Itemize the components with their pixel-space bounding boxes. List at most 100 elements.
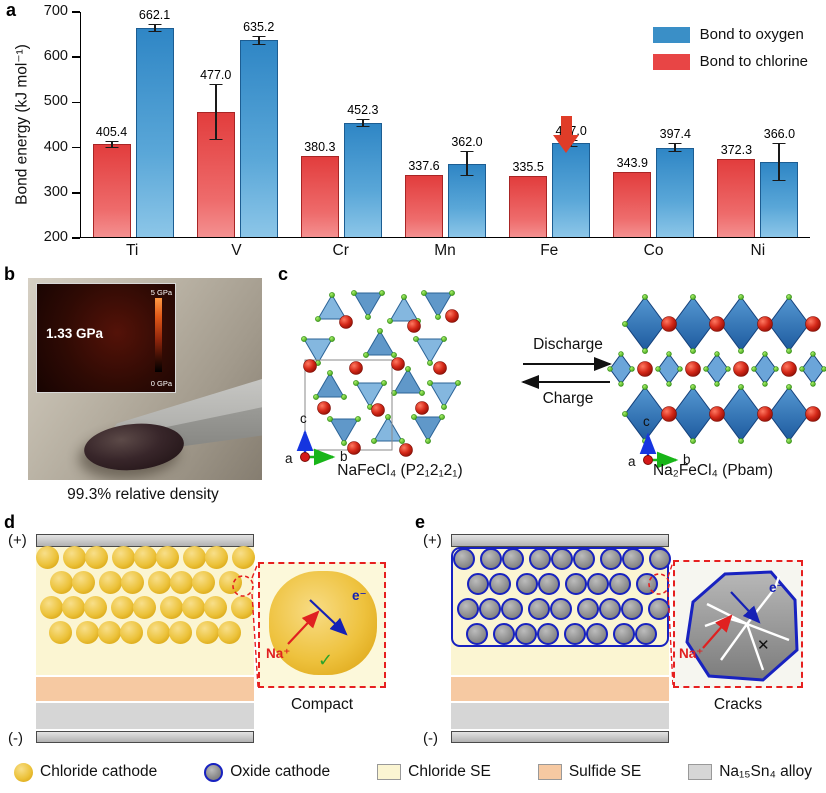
current-collector-bottom xyxy=(36,731,254,743)
relative-density-caption: 99.3% relative density xyxy=(67,486,219,503)
bar-Ti-chlorine xyxy=(92,144,131,237)
bar-value-label: 335.5 xyxy=(512,159,544,174)
oxide-cathode-particle xyxy=(609,573,631,595)
bar-wrap: 477.0 xyxy=(196,12,235,237)
chloride-cathode-particle xyxy=(192,571,215,594)
bar-Mn-chlorine xyxy=(404,174,443,237)
bar-value-label: 405.4 xyxy=(95,124,128,139)
chloride-cathode-particle xyxy=(112,546,135,569)
bar-value-label: 635.2 xyxy=(243,19,275,34)
negative-electrode-label: (-) xyxy=(423,730,438,747)
chloride-cathode-particle xyxy=(231,596,254,619)
legend-label-chlorine: Bond to chlorine xyxy=(699,53,808,70)
error-bar xyxy=(772,143,786,181)
bar-wrap: 397.4 xyxy=(656,12,695,237)
chart-legend: Bond to oxygen Bond to chlorine xyxy=(652,26,808,70)
bar-group-Ti: 405.4 662.1 xyxy=(92,8,174,237)
bar-wrap: 380.3 xyxy=(300,12,339,237)
bar-value-label: 380.3 xyxy=(304,139,336,154)
sulfide-se-layer xyxy=(451,677,669,701)
bar-wrap: 343.9 xyxy=(613,12,652,237)
panel-label-c: c xyxy=(278,264,289,284)
legend-label-oxygen: Bond to oxygen xyxy=(699,26,804,43)
panel-label-e: e xyxy=(415,512,426,532)
nanoindentation-map-inset: 1.33 GPa 5 GPa 0 GPa xyxy=(36,283,176,393)
error-bar xyxy=(148,24,162,33)
chloride-cathode-particle xyxy=(76,621,99,644)
oxide-cathode-particle xyxy=(502,548,524,570)
hardness-value: 1.33 GPa xyxy=(46,326,104,341)
bar-value-label: 372.3 xyxy=(720,143,753,158)
bar-group-Fe: 335.5 407.0 xyxy=(509,12,591,237)
x-tick-label-Ti: Ti xyxy=(125,242,139,259)
legend-item-chlorine: Bond to chlorine xyxy=(652,53,808,70)
legend-item-chloride-cathode: Chloride cathode xyxy=(14,762,157,782)
x-tick-label-Fe: Fe xyxy=(540,242,559,259)
electron-label: e⁻ xyxy=(352,588,367,603)
oxide-cathode-particle xyxy=(613,623,635,645)
bar-value-label: 366.0 xyxy=(763,126,796,141)
error-bar xyxy=(105,140,119,148)
chloride-particle-zoom xyxy=(269,571,377,675)
oxide-cathode-particle xyxy=(621,598,643,620)
bar-wrap: 337.6 xyxy=(404,12,443,237)
oxide-cathode-particle xyxy=(479,598,501,620)
compact-particle-inset: Na⁺ e⁻ ✓ xyxy=(258,562,386,688)
oxide-cathode-particle xyxy=(528,598,550,620)
axis-c-label: c xyxy=(300,411,307,426)
sodium-ion-label: Na⁺ xyxy=(266,646,291,661)
figure-legend: Chloride cathode Oxide cathode Chloride … xyxy=(0,754,826,790)
error-bar xyxy=(460,151,474,177)
oxide-cathode-particle xyxy=(564,623,586,645)
oxide-cathode-particle xyxy=(648,598,670,620)
panel-label-b: b xyxy=(4,264,15,284)
chloride-cathode-swatch xyxy=(14,762,33,782)
panel-d-chloride-cathode-cell: d (+) (-) xyxy=(0,512,412,758)
y-tick-mark xyxy=(72,101,80,104)
chloride-cathode-particle xyxy=(232,546,255,569)
chart-plot-area: 405.4 662.1 477.0 635.2 380.3 452.3 337.6 362.0… xyxy=(80,8,810,238)
panel-label-d: d xyxy=(4,512,15,532)
oxide-cathode-particle xyxy=(493,623,515,645)
panel-e-oxide-cathode-cell: e (+) (-) xyxy=(413,512,826,758)
axis-b-label: b xyxy=(340,449,348,464)
scale-min-label: 0 GPa xyxy=(150,379,172,388)
x-axis-labels: Ti V Cr Mn Fe Co Ni xyxy=(80,242,810,260)
chloride-cathode-particle xyxy=(169,621,192,644)
na15sn4-alloy-layer xyxy=(451,703,669,729)
oxide-cathode-particle xyxy=(600,548,622,570)
legend-item-alloy: Na₁₅Sn₄ alloy xyxy=(688,763,812,781)
x-tick-label-Ni: Ni xyxy=(750,242,766,259)
legend-label: Oxide cathode xyxy=(230,763,331,780)
y-tick-label: 500 xyxy=(43,93,68,110)
cracks-caption: Cracks xyxy=(713,696,763,713)
chloride-cathode-particle xyxy=(72,571,95,594)
bar-wrap: 405.4 xyxy=(92,12,131,237)
nafecl4-structure xyxy=(301,290,461,457)
pellet-photo: 1.33 GPa 5 GPa 0 GPa xyxy=(28,278,262,480)
oxide-cathode-particle xyxy=(466,623,488,645)
chloride-cathode-layer xyxy=(36,546,255,647)
cracked-particle-inset: Na⁺ e⁻ ✕ xyxy=(673,560,803,688)
axis-c-label: c xyxy=(643,414,650,429)
oxide-cathode-particle xyxy=(565,573,587,595)
bar-group-V: 477.0 635.2 xyxy=(196,12,278,237)
legend-item-sulfide-se: Sulfide SE xyxy=(537,763,641,781)
oxide-cathode-particle xyxy=(529,548,551,570)
chloride-se-layer xyxy=(451,547,671,675)
chloride-cathode-particle xyxy=(99,571,122,594)
chloride-cathode-particle xyxy=(50,571,73,594)
y-tick-label: 700 xyxy=(43,3,68,19)
oxide-cathode-particle xyxy=(573,548,595,570)
y-tick-label: 200 xyxy=(43,229,68,245)
bar-Fe-chlorine xyxy=(509,175,548,237)
chloride-cathode-particle xyxy=(111,596,134,619)
bar-value-label: 397.4 xyxy=(659,127,691,142)
chloride-cathode-particle xyxy=(134,546,157,569)
oxide-cathode-particle xyxy=(516,573,538,595)
chloride-cathode-particle xyxy=(85,546,108,569)
bar-wrap: 335.5 xyxy=(509,12,548,237)
x-tick-label-Co: Co xyxy=(643,242,664,259)
chloride-cathode-particle xyxy=(170,571,193,594)
